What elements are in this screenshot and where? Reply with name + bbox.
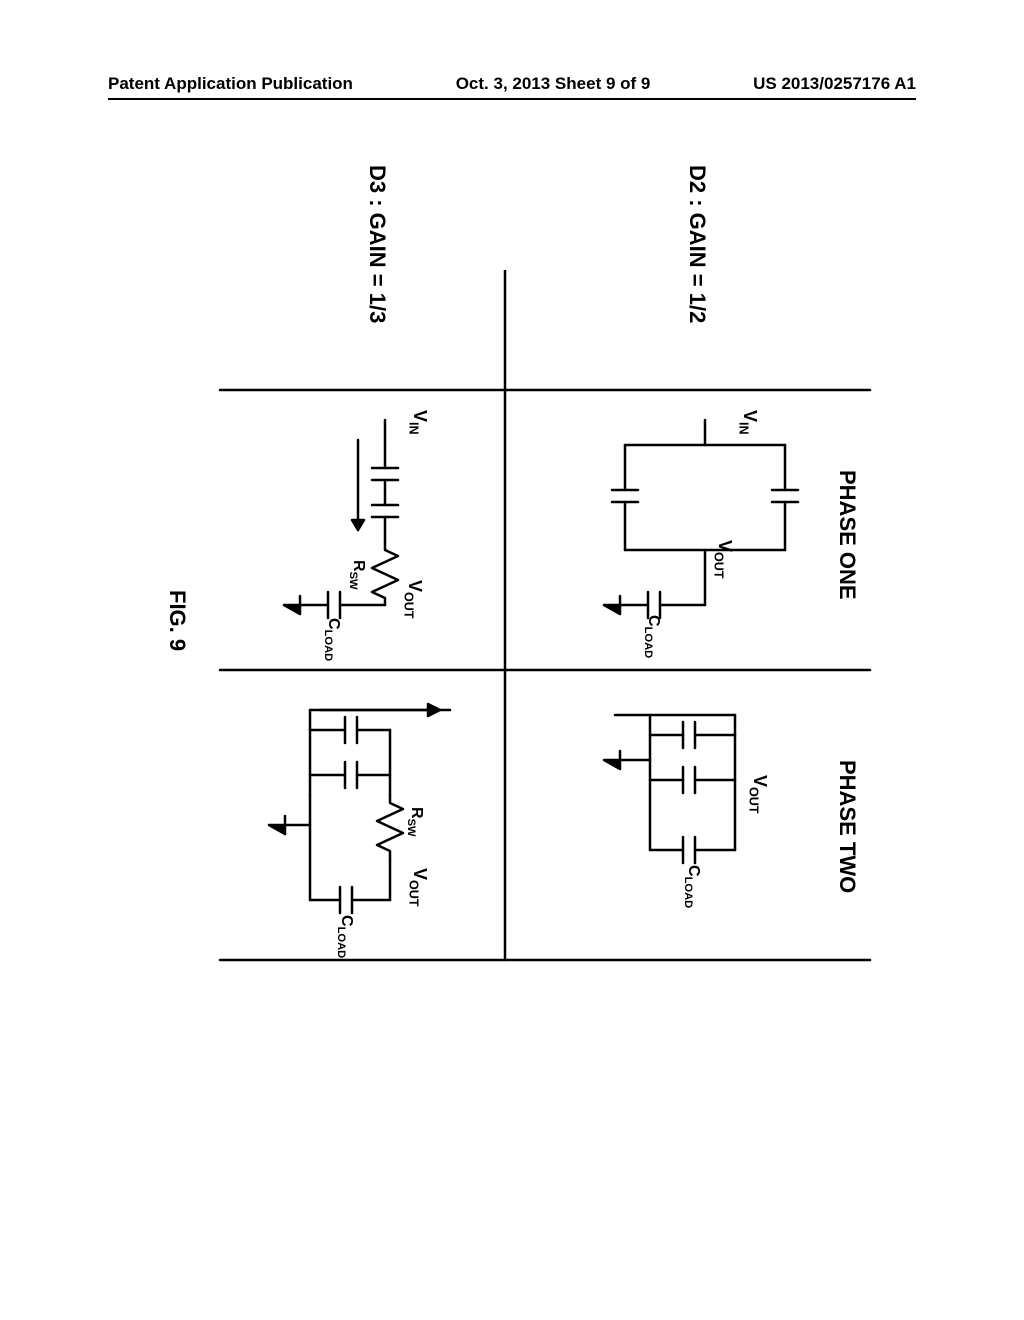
cload-label-2: CLOAD	[682, 865, 702, 908]
phase-one-header: PHASE ONE	[834, 470, 860, 600]
phase-two-header: PHASE TWO	[834, 760, 860, 893]
header-right: US 2013/0257176 A1	[753, 74, 916, 94]
cload-label-3: CLOAD	[322, 618, 342, 661]
cload-label-4: CLOAD	[335, 915, 355, 958]
vin-label-1: VIN	[736, 410, 760, 435]
rsw-label-1: RSW	[347, 560, 367, 590]
vout-label-4: VOUT	[406, 868, 430, 907]
circuit-svg	[100, 270, 920, 990]
rotated-diagram: PHASE ONE PHASE TWO D2 : GAIN = 1/2 D3 :…	[100, 270, 920, 990]
vout-label-3: VOUT	[401, 580, 425, 619]
d2-gain-label: D2 : GAIN = 1/2	[684, 165, 710, 323]
vin-label-2: VIN	[406, 410, 430, 435]
cload-label-1: CLOAD	[642, 615, 662, 658]
header-center: Oct. 3, 2013 Sheet 9 of 9	[456, 74, 651, 94]
header-left: Patent Application Publication	[108, 74, 353, 94]
vout-label-1: VOUT	[711, 540, 735, 579]
circuit-diagram: PHASE ONE PHASE TWO D2 : GAIN = 1/2 D3 :…	[100, 270, 920, 990]
d3-gain-label: D3 : GAIN = 1/3	[364, 165, 390, 323]
figure-label: FIG. 9	[164, 590, 190, 651]
rsw-label-2: RSW	[405, 807, 425, 837]
page-header: Patent Application Publication Oct. 3, 2…	[108, 74, 916, 100]
vout-label-2: VOUT	[746, 775, 770, 814]
